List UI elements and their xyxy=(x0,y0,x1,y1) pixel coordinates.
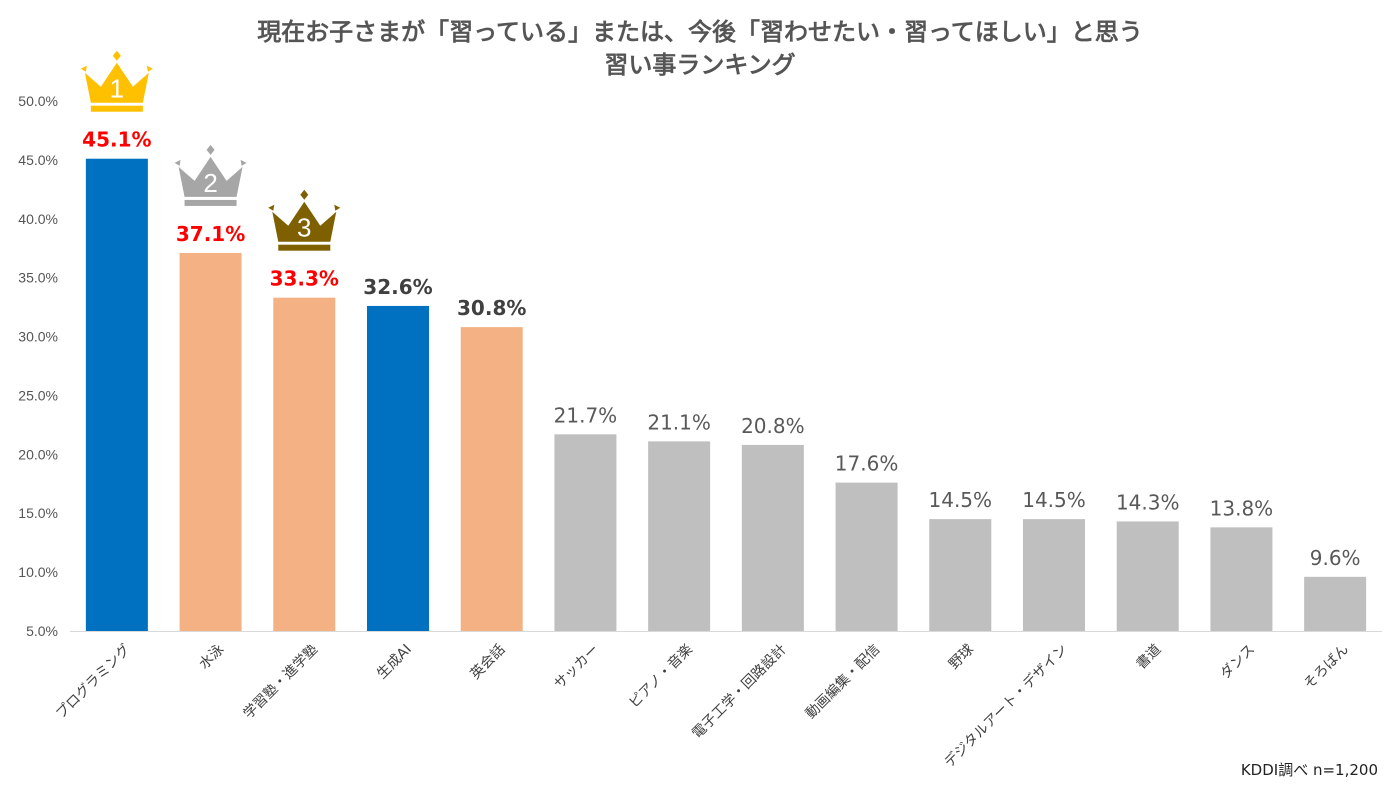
crown-body xyxy=(84,62,149,103)
crown-rank-number: 2 xyxy=(203,168,217,198)
bar xyxy=(1023,519,1085,631)
category-label: 水泳 xyxy=(196,642,227,673)
bar xyxy=(648,441,711,631)
data-label: 37.1% xyxy=(176,222,245,246)
crown-body xyxy=(272,201,337,242)
crown-rank-number: 3 xyxy=(297,213,311,243)
crown-jewel xyxy=(300,189,309,200)
category-label: そろばん xyxy=(1301,642,1352,693)
bar xyxy=(1116,521,1179,631)
y-axis: 5.0% 10.0% 15.0% 20.0% 25.0% 30.0% 35.0% 40.0% 4… xyxy=(18,93,1382,639)
bar xyxy=(367,305,429,631)
crown-body xyxy=(178,156,243,197)
crown-band xyxy=(184,199,237,206)
crown-jewel xyxy=(268,204,275,211)
crown-band xyxy=(278,244,331,251)
crown-icon-rank-1: 1 xyxy=(80,50,153,112)
crown-icon-rank-2: 2 xyxy=(174,144,247,206)
bar xyxy=(1210,527,1273,631)
bars xyxy=(85,158,1367,631)
data-labels: 45.1% 37.1% 33.3% 32.6% 30.8% 21.7% 21.1% 20.8%… xyxy=(82,128,1360,570)
category-label: 書道 xyxy=(1133,642,1164,673)
category-label: 英会話 xyxy=(467,641,509,683)
y-tick-label: 45.0% xyxy=(18,152,58,168)
source-note: KDDI調べ n=1,200 xyxy=(1241,761,1378,779)
crown-icon-rank-3: 3 xyxy=(268,189,341,251)
data-label: 17.6% xyxy=(835,452,899,476)
y-tick-label: 10.0% xyxy=(18,564,58,580)
category-label: 学習塾・進学塾 xyxy=(241,642,322,723)
y-tick-label: 50.0% xyxy=(18,93,58,109)
bar xyxy=(835,482,898,631)
chart-title-line-2: 習い事ランキング xyxy=(604,51,795,79)
data-label: 21.7% xyxy=(554,403,618,427)
data-label: 14.5% xyxy=(929,488,993,512)
y-tick-label: 35.0% xyxy=(18,270,58,286)
category-label: 電子工学・回路設計 xyxy=(689,642,789,742)
y-tick-label: 30.0% xyxy=(18,329,58,345)
data-label: 9.6% xyxy=(1310,546,1361,570)
bar xyxy=(179,252,242,631)
data-label: 21.1% xyxy=(647,410,711,434)
y-tick-label: 25.0% xyxy=(18,387,58,403)
crown-rank-number: 1 xyxy=(110,74,124,104)
category-labels: プログラミング 水泳 学習塾・進学塾 生成AI 英会話 サッカー ピアノ・音楽電子工学・回路… xyxy=(53,641,1352,771)
y-tick-label: 5.0% xyxy=(26,623,58,639)
crown-band xyxy=(90,105,143,112)
crown-jewel xyxy=(146,65,153,72)
data-label: 32.6% xyxy=(363,275,432,299)
data-label: 45.1% xyxy=(82,128,151,152)
data-label: 33.3% xyxy=(270,267,339,291)
y-tick-label: 20.0% xyxy=(18,446,58,462)
chart-title-line-1: 現在お子さまが「習っている」または、今後「習わせたい・習ってほしい」と思う xyxy=(257,18,1143,46)
crown-jewel xyxy=(206,144,215,155)
bar xyxy=(554,434,617,631)
category-label: ダンス xyxy=(1217,642,1258,683)
crown-jewel xyxy=(240,159,247,166)
data-label: 13.8% xyxy=(1210,496,1274,520)
data-label: 20.8% xyxy=(741,414,805,438)
crown-jewel xyxy=(334,204,341,211)
bar xyxy=(741,444,804,631)
data-label: 30.8% xyxy=(457,296,526,320)
bar xyxy=(460,327,523,631)
bar xyxy=(273,297,336,631)
category-label: 動画編集・配信 xyxy=(802,641,883,722)
crown-jewel xyxy=(80,65,87,72)
crown-jewel xyxy=(112,50,121,61)
y-tick-label: 40.0% xyxy=(18,211,58,227)
category-label: 野球 xyxy=(946,642,977,673)
bar xyxy=(929,519,992,631)
category-label: サッカー xyxy=(551,642,602,693)
category-label: 生成AI xyxy=(374,642,415,683)
data-label: 14.5% xyxy=(1022,488,1086,512)
crown-jewel xyxy=(174,159,181,166)
bar xyxy=(1304,576,1367,631)
y-tick-label: 15.0% xyxy=(18,505,58,521)
bar xyxy=(85,158,148,631)
rank-crowns: 1 2 3 xyxy=(80,50,341,251)
data-label: 14.3% xyxy=(1116,490,1180,514)
category-label: プログラミング xyxy=(53,642,134,723)
category-label: ピアノ・音楽 xyxy=(625,641,696,712)
